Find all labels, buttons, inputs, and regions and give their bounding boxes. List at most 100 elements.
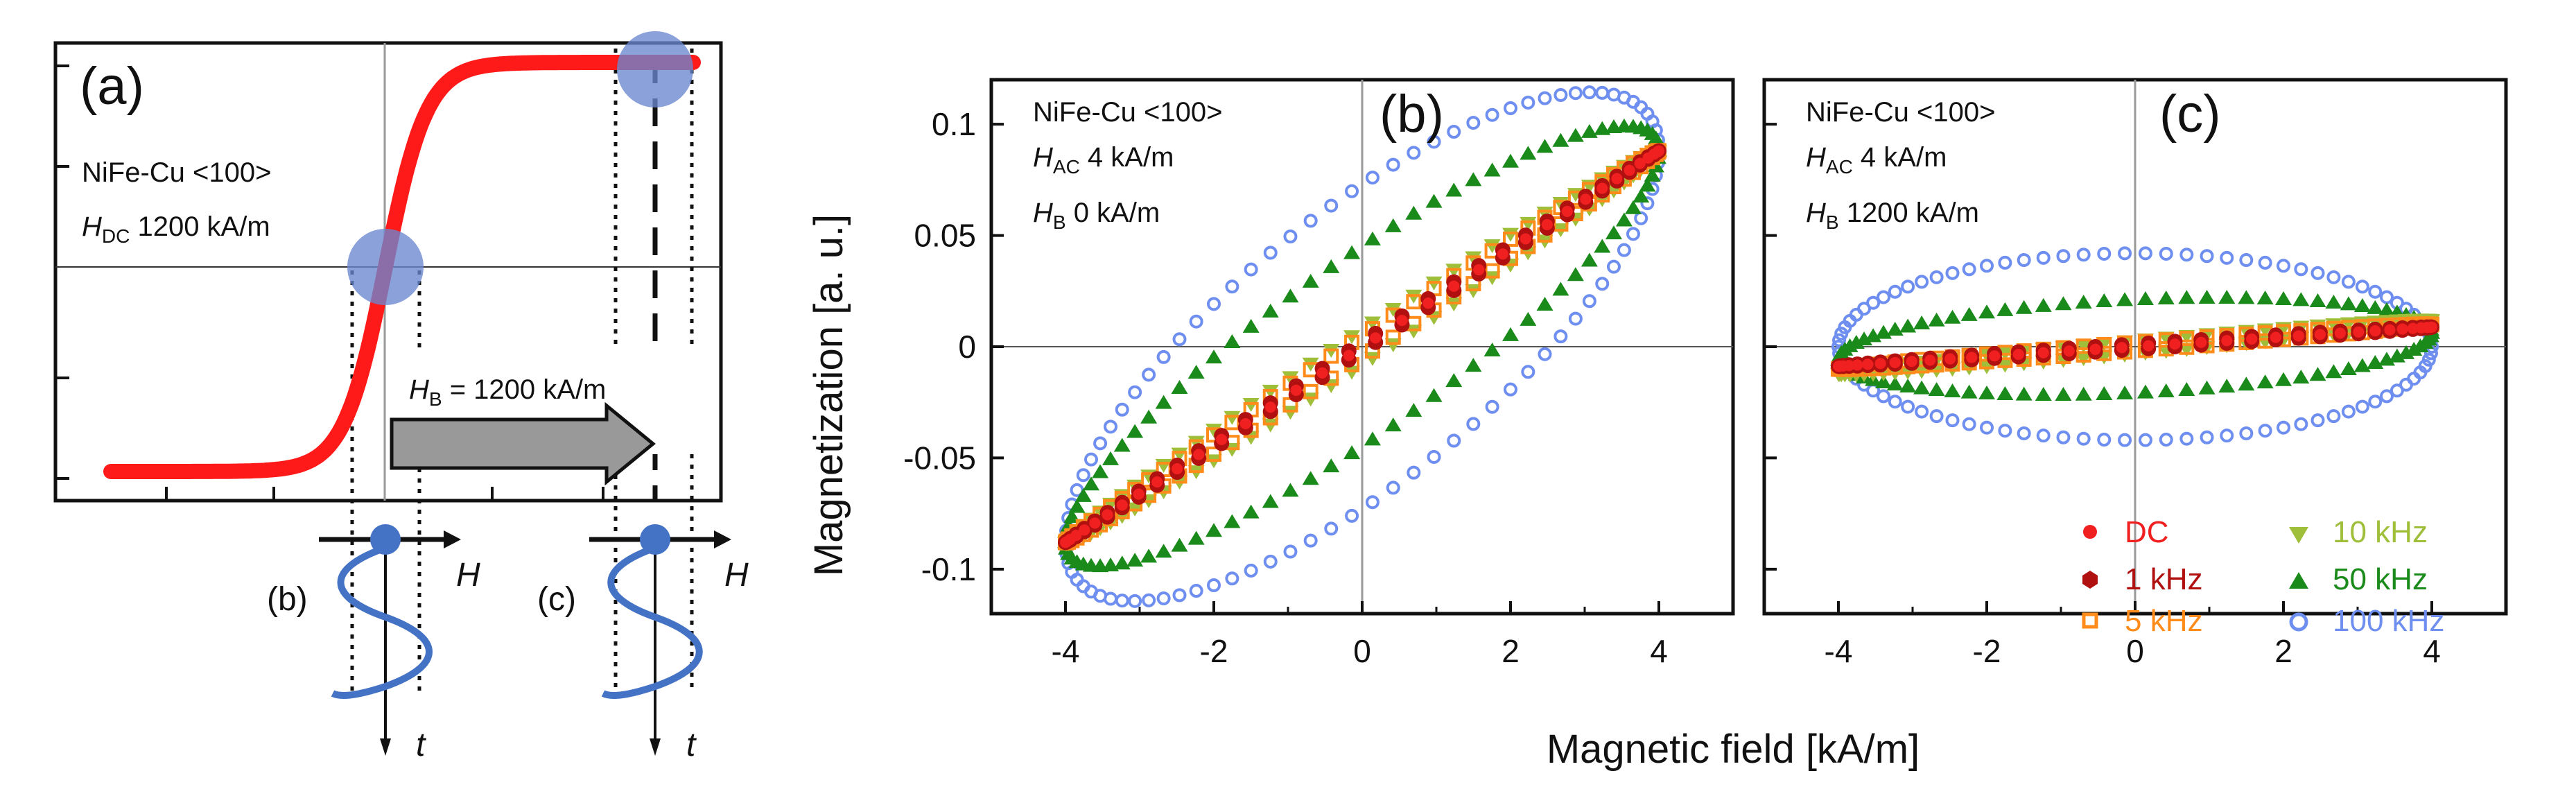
point-50khz [1155, 395, 1172, 409]
point-50khz [1502, 153, 1519, 168]
point-100khz [1634, 211, 1648, 225]
point-10khz [1242, 397, 1260, 412]
point-50khz [1187, 530, 1205, 545]
point-dc [2292, 330, 2304, 342]
x-tick-label: 4 [2423, 633, 2441, 669]
bias-arrow-label: HB = 1200 kA/m [409, 374, 606, 410]
point-50khz [2198, 380, 2216, 395]
point-100khz [2310, 413, 2325, 428]
point-100khz [1485, 107, 1499, 122]
sub-label-c: (c) [537, 581, 576, 618]
point-dc [1396, 315, 1408, 327]
legend: DC 1 kHz 5 kHz 10 kHz 50 kHz 100 kHz [2082, 515, 2444, 638]
point-50khz [2325, 295, 2342, 309]
point-100khz [1568, 86, 1583, 101]
point-10khz [1302, 392, 1319, 407]
x-tick-label: -4 [1052, 633, 1080, 669]
point-dc [1520, 233, 1531, 245]
point-100khz [1115, 594, 1129, 608]
point-100khz [1084, 452, 1099, 467]
operating-point-b [347, 229, 424, 305]
point-50khz [2178, 290, 2195, 304]
point-dc [1561, 205, 1573, 217]
point-50khz [1113, 438, 1131, 452]
point-dc [2221, 335, 2233, 347]
point-100khz [1365, 495, 1380, 510]
point-100khz [1606, 259, 1621, 274]
panel-a-hdc: HDC 1200 kA/m [82, 211, 270, 247]
point-50khz [2353, 358, 2371, 372]
point-100khz [1554, 88, 1568, 103]
x-tick-label: 2 [1502, 633, 1520, 669]
point-dc [2089, 343, 2101, 355]
point-dc [2116, 342, 2127, 354]
panel-a-sample: NiFe-Cu <100> [82, 157, 271, 188]
point-50khz [1913, 315, 1931, 330]
x-axis-title: Magnetic field [kA/m] [1547, 727, 1920, 772]
point-50khz [1615, 212, 1633, 227]
point-10khz [1282, 406, 1299, 420]
point-50khz [1343, 245, 1361, 259]
point-100khz [1244, 262, 1258, 277]
point-100khz [1104, 420, 1118, 434]
legend-marker-50khz [2289, 572, 2308, 589]
point-dc [1193, 449, 1205, 460]
x-tick-label: -2 [1973, 633, 2001, 669]
point-100khz [1427, 449, 1441, 464]
point-100khz [1156, 349, 1171, 364]
point-50khz [1978, 304, 1995, 319]
point-50khz [1581, 123, 1598, 138]
point-100khz [1142, 367, 1156, 382]
point-100khz [1128, 385, 1142, 399]
legend-marker-100khz [2289, 612, 2308, 632]
point-50khz [1242, 318, 1260, 333]
point-50khz [1425, 193, 1443, 208]
point-50khz [1405, 403, 1422, 417]
legend-marker-1khz [2082, 571, 2098, 589]
panel-b-label: (b) [1380, 85, 1444, 144]
point-50khz [1615, 118, 1633, 132]
point-dc [1089, 517, 1101, 529]
point-100khz [1207, 297, 1221, 311]
point-dc [1264, 401, 1276, 413]
point-100khz [1504, 382, 1517, 397]
point-100khz [1303, 533, 1318, 548]
point-50khz [1552, 132, 1569, 147]
point-100khz [1189, 584, 1203, 598]
point-100khz [1156, 591, 1171, 605]
x-tick-label: 0 [1353, 633, 1371, 669]
point-dc [1852, 359, 1863, 371]
point-dc [1843, 360, 1855, 372]
point-dc [1541, 218, 1553, 230]
point-100khz [2341, 275, 2356, 289]
point-50khz [1605, 119, 1622, 134]
legend-100khz: 100 kHz [2333, 604, 2444, 638]
point-dc [2314, 329, 2326, 340]
point-50khz [2218, 379, 2236, 393]
point-100khz [2310, 266, 2325, 280]
y-tick-label: 0.1 [932, 106, 976, 142]
y-tick-label: -0.1 [921, 551, 976, 587]
point-50khz [1282, 483, 1299, 497]
point-dc [1216, 433, 1228, 445]
point-100khz [1207, 578, 1221, 592]
point-50khz [1224, 514, 1241, 528]
point-100khz [2200, 249, 2214, 263]
point-50khz [1445, 373, 1463, 388]
point-100khz [1386, 481, 1400, 495]
point-5khz [1385, 329, 1401, 345]
point-dc [1370, 332, 1382, 344]
point-50khz [1302, 471, 1319, 485]
point-50khz [1594, 239, 1611, 253]
point-50khz [1465, 172, 1482, 187]
point-dc [1116, 499, 1128, 511]
point-50khz [1343, 445, 1361, 460]
point-50khz [1944, 383, 1961, 397]
point-50khz [1886, 321, 1904, 336]
point-dc [2037, 347, 2049, 358]
x-tick-label: 0 [2126, 633, 2144, 669]
point-100khz [2355, 399, 2369, 414]
point-50khz [1581, 252, 1598, 267]
point-50khz [1594, 121, 1611, 135]
point-100khz [1172, 588, 1187, 603]
